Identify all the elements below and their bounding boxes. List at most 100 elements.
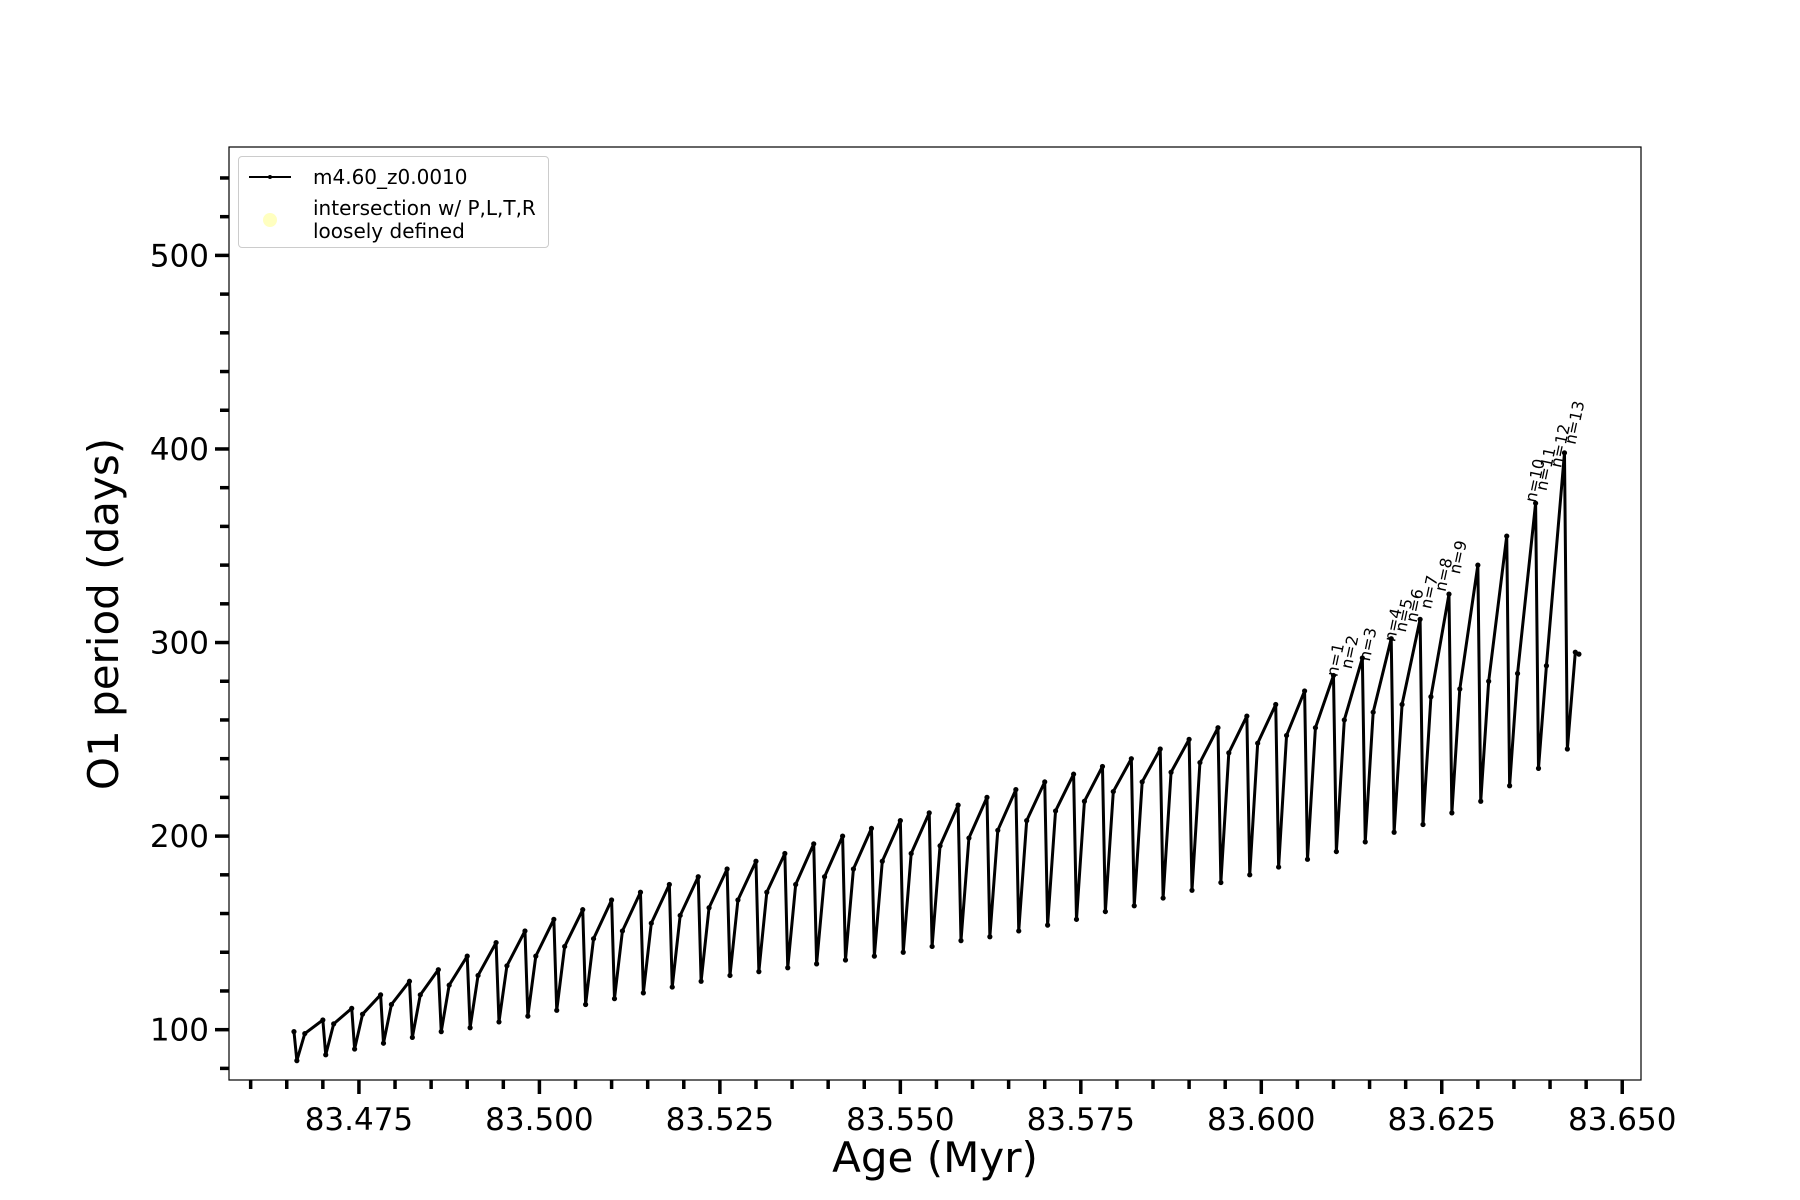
data-point xyxy=(406,978,413,984)
data-point xyxy=(320,1017,326,1023)
data-point xyxy=(1186,736,1192,742)
data-point xyxy=(1561,450,1568,456)
data-point xyxy=(958,938,964,944)
data-point xyxy=(1478,798,1484,804)
data-point xyxy=(984,794,990,800)
data-point xyxy=(1157,746,1163,752)
data-point xyxy=(1042,779,1048,785)
data-point xyxy=(417,992,423,998)
data-point xyxy=(1359,655,1365,661)
data-point xyxy=(435,967,441,973)
y-tick-label: 100 xyxy=(150,1013,209,1049)
data-point xyxy=(1417,616,1423,622)
data-point xyxy=(409,1034,415,1041)
data-point xyxy=(294,1058,300,1064)
data-point xyxy=(1160,895,1166,901)
data-point xyxy=(1486,678,1492,684)
data-line xyxy=(292,451,1580,1063)
annotation: n=3 xyxy=(1355,626,1381,663)
data-point xyxy=(608,897,615,903)
data-point xyxy=(1139,779,1145,785)
x-tick-label: 83.625 xyxy=(1388,1102,1496,1138)
data-point xyxy=(467,1025,473,1031)
data-point xyxy=(380,1040,387,1046)
x-tick-label: 83.600 xyxy=(1207,1102,1315,1138)
data-point xyxy=(1024,818,1030,824)
data-point xyxy=(785,965,791,971)
y-tick-label: 400 xyxy=(150,432,209,468)
data-point xyxy=(1071,771,1077,777)
x-tick-label: 83.525 xyxy=(666,1102,774,1138)
data-point xyxy=(1507,783,1513,789)
data-point xyxy=(1283,732,1290,739)
data-point xyxy=(1081,798,1088,804)
data-point xyxy=(1330,672,1337,679)
legend-label: m4.60_z0.0010 xyxy=(313,164,468,189)
data-point xyxy=(764,889,770,895)
data-point xyxy=(900,949,906,955)
y-tick-label: 300 xyxy=(150,626,209,662)
data-point xyxy=(1446,591,1452,597)
data-point xyxy=(302,1030,308,1037)
data-point xyxy=(793,881,799,888)
data-point xyxy=(868,825,875,831)
legend-dot xyxy=(268,175,272,179)
data-point xyxy=(1276,864,1282,870)
data-point xyxy=(1341,717,1347,723)
data-point xyxy=(814,961,820,967)
data-point xyxy=(1399,701,1405,708)
data-point xyxy=(1312,725,1319,731)
data-point xyxy=(1302,688,1308,694)
data-point xyxy=(611,996,618,1002)
data-point xyxy=(908,850,914,857)
data-point xyxy=(637,889,644,895)
data-point xyxy=(475,972,481,979)
data-point xyxy=(1131,903,1137,909)
data-point xyxy=(1449,810,1455,816)
data-point xyxy=(1073,916,1080,922)
data-point xyxy=(955,802,961,808)
data-point xyxy=(695,874,701,880)
data-point xyxy=(850,866,857,872)
data-point xyxy=(640,990,646,996)
data-point xyxy=(811,841,817,847)
x-axis-label: Age (Myr) xyxy=(832,1133,1038,1182)
data-point xyxy=(1504,533,1510,539)
data-point xyxy=(1543,663,1550,669)
data-point xyxy=(349,1005,355,1011)
data-point xyxy=(583,1001,589,1008)
legend: m4.60_z0.0010 intersection w/ P,L,T,R loo… xyxy=(238,156,549,248)
data-point xyxy=(937,843,943,849)
annotation: n=13 xyxy=(1561,399,1589,446)
data-point xyxy=(323,1052,329,1058)
data-point xyxy=(1304,856,1311,862)
data-point xyxy=(291,1029,297,1035)
data-point xyxy=(1045,922,1051,928)
data-point xyxy=(1391,829,1397,835)
data-point xyxy=(1099,763,1106,770)
data-point xyxy=(554,1007,560,1013)
data-point xyxy=(756,969,762,975)
data-point xyxy=(724,866,730,872)
data-point xyxy=(1016,928,1022,934)
data-point xyxy=(446,982,452,988)
data-point xyxy=(1218,879,1224,886)
legend-label: intersection w/ P,L,T,R loosely defined xyxy=(313,196,536,243)
data-point xyxy=(525,1013,531,1019)
data-point xyxy=(1168,769,1174,775)
data-point xyxy=(1475,562,1481,568)
y-axis-label: O1 period (days) xyxy=(79,438,128,790)
data-point xyxy=(1576,651,1582,657)
data-point xyxy=(438,1029,444,1035)
data-point xyxy=(1514,670,1521,677)
data-point xyxy=(504,963,510,969)
data-point xyxy=(1247,872,1253,878)
data-point xyxy=(727,972,733,979)
data-point xyxy=(1273,701,1279,708)
data-point xyxy=(1564,746,1570,752)
data-point xyxy=(706,905,712,911)
data-point xyxy=(377,992,384,998)
data-point xyxy=(753,858,759,864)
data-point xyxy=(619,928,626,934)
